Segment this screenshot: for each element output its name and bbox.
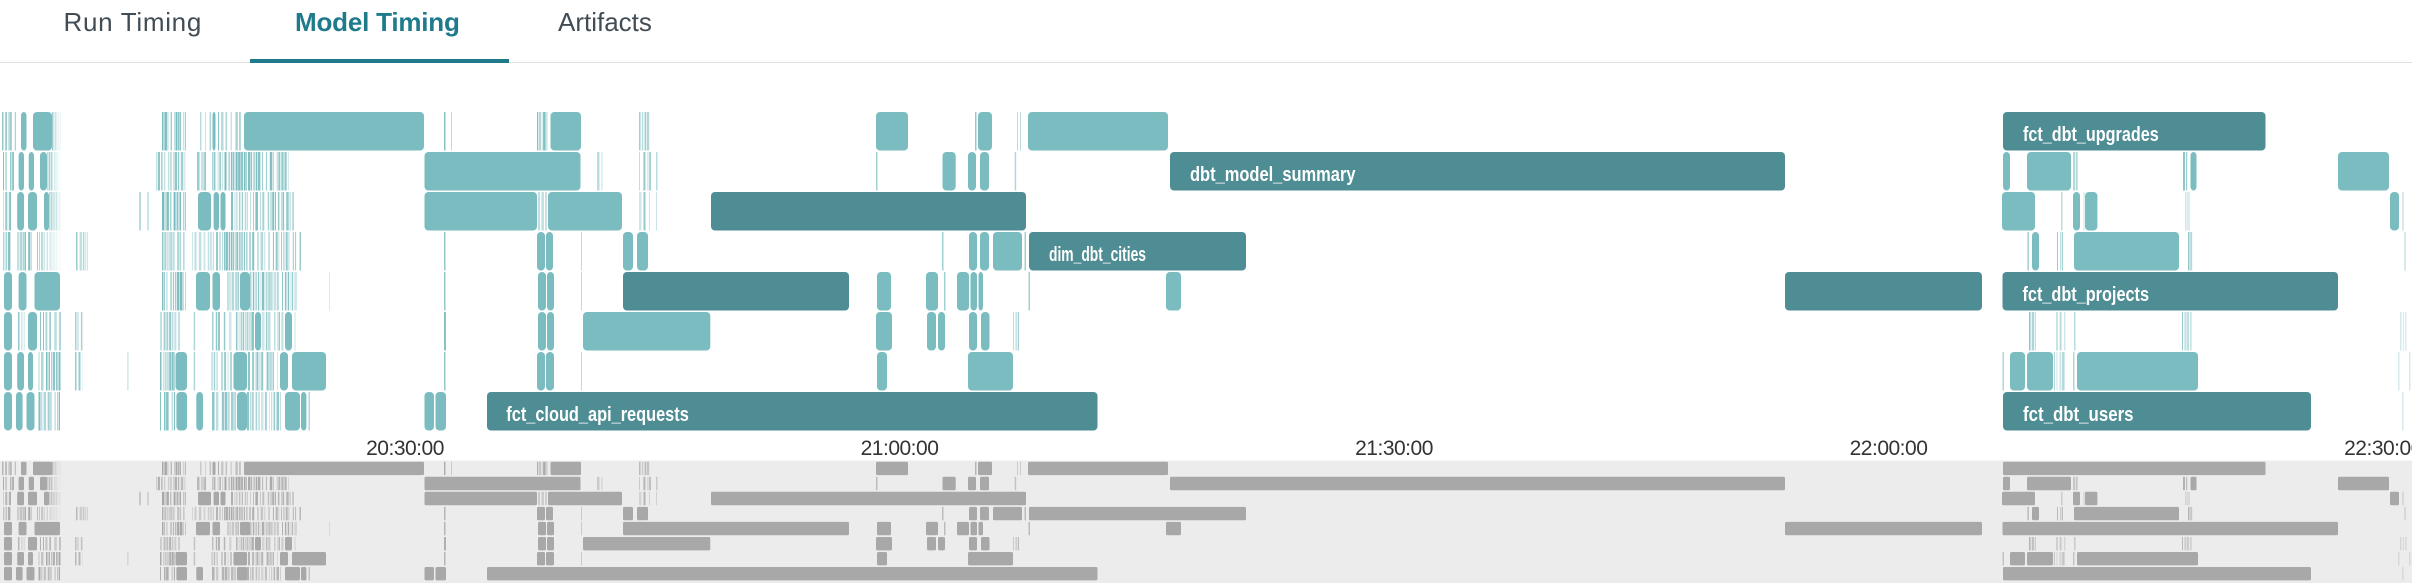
svg-text:fct_cloud_api_requests: fct_cloud_api_requests xyxy=(506,403,689,426)
svg-text:fct_dbt_users: fct_dbt_users xyxy=(2023,403,2134,426)
svg-text:fct_dbt_upgrades: fct_dbt_upgrades xyxy=(2023,123,2159,146)
svg-text:fct_dbt_projects: fct_dbt_projects xyxy=(2023,283,2150,306)
svg-text:dim_dbt_cities: dim_dbt_cities xyxy=(1049,243,1146,266)
svg-text:dbt_model_summary: dbt_model_summary xyxy=(1190,163,1356,186)
